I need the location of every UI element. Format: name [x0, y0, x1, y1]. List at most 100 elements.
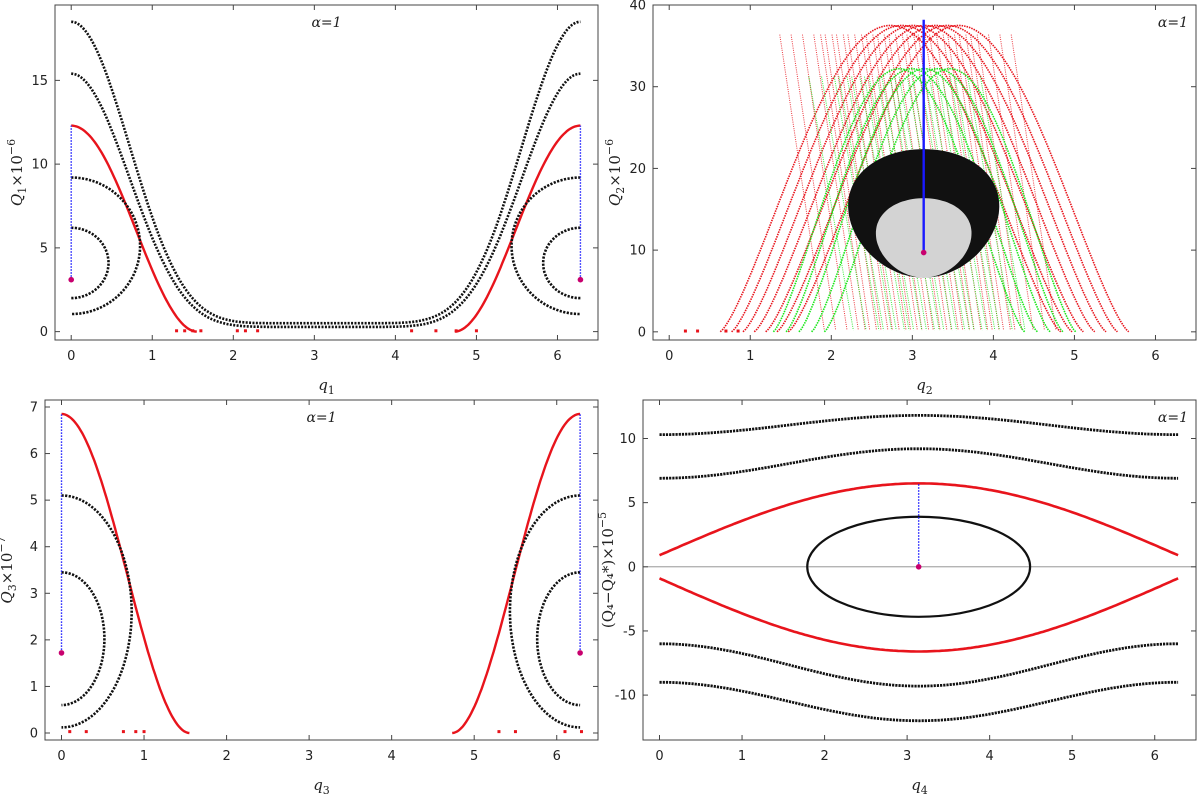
y-axis-label-base: Q — [0, 591, 16, 603]
series-red-band-fill — [842, 34, 889, 331]
series-red-band-fill — [847, 34, 893, 331]
plot-area — [68, 20, 584, 333]
plot-area — [643, 414, 1196, 723]
y-tick-label: 2 — [30, 633, 38, 648]
plot-area — [58, 412, 583, 735]
series-inner-ellipse — [806, 515, 1032, 618]
y-tick-label: 10 — [619, 432, 636, 447]
series-libration-2-right — [535, 571, 581, 707]
axis-dot-1 — [84, 730, 88, 734]
axis-dot-8 — [579, 730, 583, 734]
series-red-band-fill — [906, 34, 952, 331]
plot-frame — [54, 4, 599, 341]
series-red-band-fill — [894, 34, 941, 331]
y-tick-label: 0 — [638, 325, 646, 340]
x-tick-label: 1 — [746, 349, 754, 364]
y-tick-label: 7 — [30, 400, 38, 415]
series-separatrix — [452, 412, 581, 735]
y-axis-label-exp: −6 — [5, 139, 18, 155]
plot-area — [683, 19, 1130, 333]
y-tick-label: 10 — [31, 158, 48, 173]
y-tick-label: 4 — [30, 540, 38, 555]
x-tick-label: 3 — [305, 749, 313, 764]
x-tick-label: 2 — [222, 749, 230, 764]
axis-dot-2 — [724, 329, 728, 333]
x-tick-label: 2 — [229, 349, 237, 364]
axis-dot-1 — [183, 329, 187, 333]
y-axis-label-sub: 1 — [16, 187, 29, 194]
series-red-band-fill — [924, 34, 971, 331]
x-tick-label: 5 — [1070, 349, 1078, 364]
series-red-band-fill — [947, 34, 993, 331]
y-tick-label: 1 — [30, 680, 38, 695]
series-red-band-fill — [865, 34, 912, 331]
series-red-band-fill — [953, 34, 1000, 331]
x-tick-label: 3 — [903, 749, 911, 764]
y-tick-label: 5 — [30, 494, 38, 509]
plot-frame — [642, 399, 1197, 741]
series-red-band-fill — [824, 34, 871, 331]
y-axis-label-exp: −6 — [603, 139, 616, 155]
plot-frame — [44, 399, 599, 741]
series-bottom-1 — [659, 642, 1179, 688]
x-axis-label: q2 — [916, 376, 933, 397]
plot-frame — [652, 4, 1197, 341]
alpha-annotation: α=1 — [306, 410, 336, 426]
series-red-band-fill — [1010, 34, 1057, 331]
series-red-band-fill — [999, 34, 1045, 331]
x-axis-label-sub: 1 — [328, 384, 335, 397]
series-red-band-fill — [901, 34, 948, 331]
x-tick-label: 1 — [148, 349, 156, 364]
axis-dot-7 — [563, 730, 567, 734]
x-tick-label: 6 — [1151, 749, 1159, 764]
x-axis-label: q3 — [313, 776, 330, 797]
y-axis-label-tail: ×10 — [606, 155, 624, 187]
series-red-band-fill — [854, 34, 900, 331]
series-red-band-fill — [965, 34, 1011, 331]
axis-dot-4 — [142, 730, 146, 734]
x-tick-label: 0 — [57, 749, 65, 764]
y-tick-label: 15 — [31, 74, 48, 89]
axis-dot-0 — [68, 730, 72, 734]
x-tick-label: 0 — [655, 749, 663, 764]
axis-dot-1 — [696, 329, 700, 333]
series-red-band-fill — [779, 34, 825, 331]
x-axis-label-base: q — [911, 776, 921, 794]
y-tick-label: 6 — [30, 447, 38, 462]
y-axis-label-tail: ×10 — [8, 155, 26, 187]
x-tick-label: 5 — [470, 749, 478, 764]
series-red-band-fill — [872, 34, 918, 331]
y-tick-label: 30 — [629, 80, 646, 95]
x-tick-label: 2 — [827, 349, 835, 364]
series-red-band-fill — [813, 34, 859, 331]
alpha-annotation: α=1 — [311, 15, 341, 31]
series-red-band-strand-6 — [787, 24, 1130, 333]
series-red-band-fill — [883, 34, 930, 331]
alpha-annotation: α=1 — [1158, 15, 1188, 31]
x-axis-label: q4 — [911, 776, 928, 797]
y-axis-label-exp: −5 — [596, 512, 609, 528]
axis-dot-3 — [134, 730, 138, 734]
axis-dot-0 — [683, 329, 687, 333]
axis-dot-8 — [434, 329, 438, 333]
marker-point-1 — [577, 276, 584, 283]
marker-point-0 — [58, 650, 65, 656]
series-libration-2-left — [61, 571, 106, 707]
series-red-band-strand-3 — [753, 24, 1096, 333]
x-axis-label-sub: 2 — [926, 384, 933, 397]
y-tick-label: 0 — [40, 325, 48, 340]
y-axis-label-base: Q — [8, 194, 26, 206]
y-axis-label-tail: ×10 — [0, 553, 16, 585]
series-bottom-2 — [659, 680, 1179, 723]
series-red-band-fill — [988, 34, 1034, 331]
series-libration-1-right — [510, 176, 581, 316]
y-axis-label-exp: −7 — [0, 536, 8, 552]
series-libration-1-left — [61, 494, 134, 729]
axis-dot-5 — [243, 329, 247, 333]
axis-dot-4 — [235, 329, 239, 333]
x-tick-label: 5 — [472, 349, 480, 364]
y-tick-label: 5 — [628, 496, 636, 511]
